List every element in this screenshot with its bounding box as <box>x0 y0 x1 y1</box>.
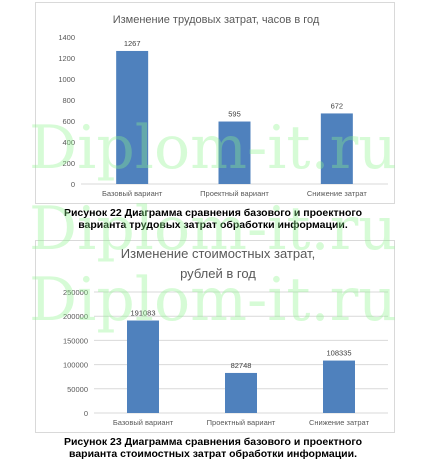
y-tick-label: 100000 <box>63 361 88 370</box>
caption-line: Рисунок 23 Диаграмма сравнения базового … <box>63 436 363 448</box>
y-tick-label: 1200 <box>58 54 75 63</box>
y-tick-label: 150000 <box>63 336 88 345</box>
x-tick-label: Проектный вариант <box>200 189 269 198</box>
data-label: 191083 <box>130 309 155 318</box>
x-tick-label: Проектный вариант <box>207 418 276 427</box>
chart-title: рублей в год <box>180 266 256 281</box>
y-tick-label: 200000 <box>63 312 88 321</box>
bar <box>218 121 251 184</box>
bar <box>320 113 353 184</box>
y-tick-label: 200 <box>62 159 75 168</box>
y-tick-label: 400 <box>62 138 75 147</box>
bar <box>323 360 355 413</box>
cost-chart-svg: Изменение стоимостных затрат, рублей в го… <box>63 246 388 427</box>
y-tick-label: 800 <box>62 96 75 105</box>
data-label: 108335 <box>326 349 351 358</box>
bar <box>127 320 159 413</box>
figure-22-caption: Рисунок 22 Диаграмма сравнения базового … <box>0 207 426 231</box>
data-label: 672 <box>331 101 344 110</box>
y-tick-label: 50000 <box>67 385 88 394</box>
figure-23-caption: Рисунок 23 Диаграмма сравнения базового … <box>0 436 426 460</box>
labor-cost-chart: Изменение трудовых затрат, часов в год 0 2… <box>35 2 395 204</box>
data-label: 1267 <box>124 39 141 48</box>
bar <box>116 50 149 185</box>
data-label: 595 <box>228 110 241 119</box>
chart-title: Изменение стоимостных затрат, <box>121 246 315 261</box>
caption-line: Рисунок 22 Диаграмма сравнения базового … <box>63 207 363 219</box>
caption-line: варианта трудовых затрат обработки инфор… <box>78 219 348 231</box>
labor-cost-chart-svg: Изменение трудовых затрат, часов в год 0 2… <box>58 14 388 198</box>
bar <box>225 372 257 413</box>
cost-chart: Изменение стоимостных затрат, рублей в го… <box>35 240 395 433</box>
y-tick-label: 1000 <box>58 75 75 84</box>
caption-line: варианта стоимостных затрат обработки ин… <box>69 448 357 460</box>
chart-title: Изменение трудовых затрат, часов в год <box>113 14 320 26</box>
y-tick-label: 1400 <box>58 33 75 42</box>
y-tick-label: 0 <box>71 180 75 189</box>
x-tick-label: Снижение затрат <box>309 418 370 427</box>
x-tick-label: Базовый вариант <box>113 418 174 427</box>
y-tick-label: 0 <box>84 409 88 418</box>
data-label: 82748 <box>231 361 252 370</box>
y-tick-label: 600 <box>62 117 75 126</box>
y-tick-label: 250000 <box>63 288 88 297</box>
x-tick-label: Снижение затрат <box>307 189 368 198</box>
x-tick-label: Базовый вариант <box>102 189 163 198</box>
